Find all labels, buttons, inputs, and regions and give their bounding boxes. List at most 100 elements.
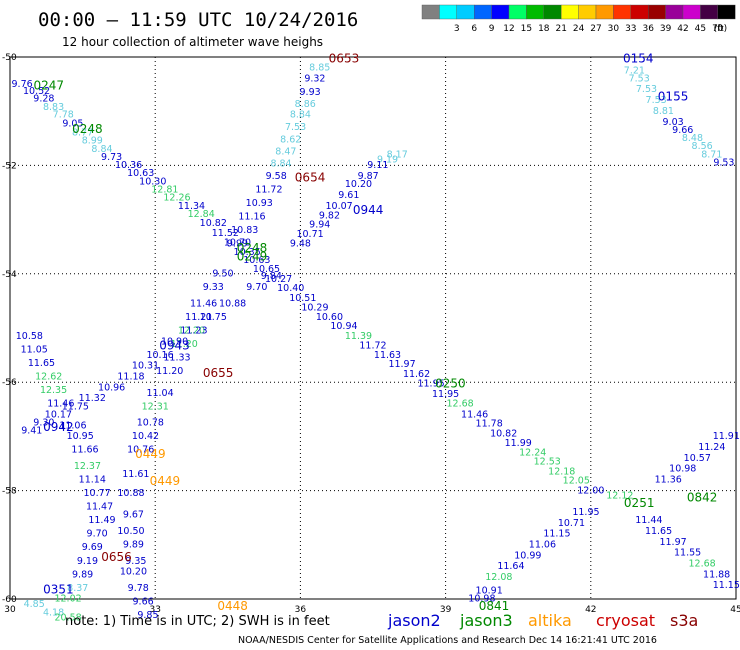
swh-value: 9.69	[82, 542, 103, 553]
scale-swatch	[456, 4, 475, 20]
swh-value: 9.05	[62, 118, 83, 129]
swh-value: 10.20	[120, 567, 147, 578]
swh-value: 9.85	[137, 610, 158, 621]
scale-label: 18	[538, 24, 550, 34]
pass-label: 0251	[624, 496, 655, 510]
legend-s3a: s3a	[670, 611, 698, 630]
scale-label: 3	[454, 24, 460, 34]
swh-value: 10.98	[669, 464, 696, 475]
scale-label: 15	[521, 24, 532, 34]
swh-value: 10.17	[45, 409, 72, 420]
pass-labels: 0653024702480154015506540944024802490943…	[33, 51, 717, 612]
swh-value: 8.86	[295, 99, 316, 110]
swh-value: 11.23	[180, 325, 207, 336]
pass-label: 0250	[435, 377, 466, 391]
pass-label: 0654	[295, 171, 326, 185]
swh-value: 8.37	[67, 583, 88, 594]
scale-label: 39	[660, 24, 672, 34]
swh-value: 11.24	[698, 442, 725, 453]
swh-value: 11.20	[171, 339, 198, 350]
satellite-legend: jason2 jason3 altika cryosat s3a	[387, 611, 698, 630]
scale-swatch	[543, 4, 562, 20]
scale-label: 42	[677, 24, 688, 34]
x-tick-label: 36	[295, 605, 307, 615]
swh-value: 10.30	[139, 176, 166, 187]
swh-value: 11.15	[543, 529, 570, 540]
swh-value: 10.88	[219, 298, 246, 309]
swh-value: 11.46	[47, 399, 74, 410]
swh-value: 9.19	[377, 155, 398, 166]
swh-value: 12.26	[163, 193, 190, 204]
swh-value: 12.05	[563, 476, 590, 487]
swh-value: 8.83	[43, 102, 64, 113]
swh-value: 10.63	[243, 255, 270, 266]
swh-value: 11.16	[238, 212, 265, 223]
pass-label: 0249	[237, 249, 268, 263]
pass-label: 0247	[33, 79, 64, 93]
swh-value: 8.84	[91, 144, 112, 155]
swh-value: 7.53	[285, 122, 306, 133]
y-tick-label: -56	[2, 378, 17, 388]
pass-label: 0944	[353, 203, 384, 217]
scale-label: 9	[489, 24, 495, 34]
swh-value: 10.99	[514, 550, 541, 561]
swh-value: 10.65	[253, 264, 280, 275]
legend-jason3: jason3	[459, 611, 513, 630]
swh-value: 10.70	[224, 238, 251, 249]
swh-value: 7.53	[629, 73, 650, 84]
swh-value: 11.52	[212, 228, 239, 239]
swh-value: 10.95	[67, 431, 94, 442]
legend-altika: altika	[528, 611, 572, 630]
swh-value: 11.95	[572, 507, 599, 518]
swh-value: 10.07	[326, 201, 353, 212]
swh-value: 9.35	[125, 556, 146, 567]
scale-swatch	[439, 4, 457, 20]
swh-value: 10.52	[23, 86, 50, 97]
swh-value: 10.58	[16, 331, 43, 342]
swh-value: 9.61	[338, 190, 359, 201]
swh-value: 12.08	[485, 572, 512, 583]
swh-value: 11.88	[703, 569, 730, 580]
swh-value: 9.66	[133, 596, 154, 607]
scale-swatch	[508, 4, 527, 20]
scale-label: 24	[573, 24, 585, 34]
pass-label: 0155	[658, 89, 689, 103]
swh-value: 11.99	[505, 438, 532, 449]
swh-value: 9.32	[304, 73, 325, 84]
pass-label: 0449	[150, 474, 181, 488]
x-tick-labels: 30 33 36 39 42 45	[4, 605, 740, 615]
swh-value: 9.19	[77, 556, 98, 567]
scale-label: 70	[712, 24, 724, 34]
swh-value: 11.65	[645, 526, 672, 537]
swh-value: 9.70	[246, 282, 267, 293]
swh-value: 11.21	[185, 312, 212, 323]
swh-value: 4.85	[24, 599, 45, 610]
swh-value: 11.04	[146, 388, 173, 399]
swh-value: 11.06	[529, 540, 556, 551]
swh-value: 8.62	[280, 135, 301, 146]
swh-value: 10.76	[127, 445, 154, 456]
scale-swatch	[578, 4, 597, 20]
swh-value: 11.20	[156, 366, 183, 377]
swh-value: 9.03	[663, 117, 684, 128]
pass-label: 0655	[203, 366, 234, 380]
scale-swatch	[474, 4, 492, 20]
swh-value: 8.99	[82, 136, 103, 147]
scale-swatch	[526, 4, 545, 20]
swh-value: 11.61	[122, 469, 149, 480]
swh-value: 11.75	[62, 401, 89, 412]
swh-value: 10.42	[132, 431, 159, 442]
pass-label: 0653	[329, 51, 360, 65]
swh-value: 9.11	[367, 160, 388, 171]
swh-value: 9.93	[300, 87, 321, 98]
y-tick-label: -60	[2, 595, 17, 605]
swh-value: 12.37	[74, 461, 101, 472]
swh-value: 10.78	[137, 418, 164, 429]
legend-jason2: jason2	[387, 611, 441, 630]
scale-swatch	[613, 4, 632, 20]
swh-value: 10.96	[98, 382, 125, 393]
scale-label: 30	[608, 24, 620, 34]
swh-value: 10.83	[231, 225, 258, 236]
swh-value: 12.68	[689, 558, 716, 569]
pass-label: 0351	[43, 583, 74, 597]
